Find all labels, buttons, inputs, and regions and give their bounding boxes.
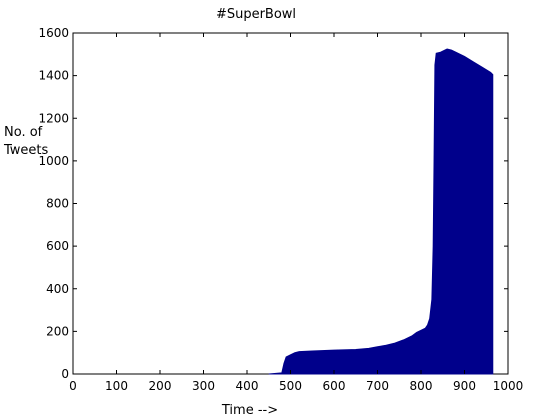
y-tick-label: 0	[61, 367, 69, 381]
x-tick-label: 600	[323, 379, 346, 393]
x-tick-label: 700	[366, 379, 389, 393]
x-axis-label: Time -->	[221, 403, 278, 418]
y-tick-label: 1000	[38, 154, 69, 168]
x-axis-ticks: 0 100 200 300 400 500 600 700 800 900 1000	[69, 33, 523, 393]
x-tick-label: 100	[105, 379, 128, 393]
chart-title: #SuperBowl	[216, 7, 296, 22]
x-tick-label: 1000	[493, 379, 524, 393]
x-tick-label: 200	[149, 379, 172, 393]
x-tick-label: 0	[69, 379, 77, 393]
plot-area	[72, 32, 509, 375]
y-tick-label: 200	[46, 324, 69, 338]
x-tick-label: 800	[410, 379, 433, 393]
y-tick-label: 400	[46, 282, 69, 296]
x-tick-label: 300	[192, 379, 215, 393]
y-axis-label-line-2: Tweets	[3, 143, 49, 158]
y-tick-label: 600	[46, 239, 69, 253]
y-axis-ticks: 0 200 400 600 800 1000 1200 1400 1600	[38, 26, 508, 381]
y-axis-label-line-1: No. of	[4, 125, 43, 140]
y-tick-label: 1200	[38, 111, 69, 125]
x-tick-label: 500	[279, 379, 302, 393]
y-tick-label: 1600	[38, 26, 69, 40]
x-tick-label: 400	[236, 379, 259, 393]
y-tick-label: 800	[46, 197, 69, 211]
tweets-area-series	[268, 48, 494, 375]
x-tick-label: 900	[453, 379, 476, 393]
y-tick-label: 1400	[38, 69, 69, 83]
